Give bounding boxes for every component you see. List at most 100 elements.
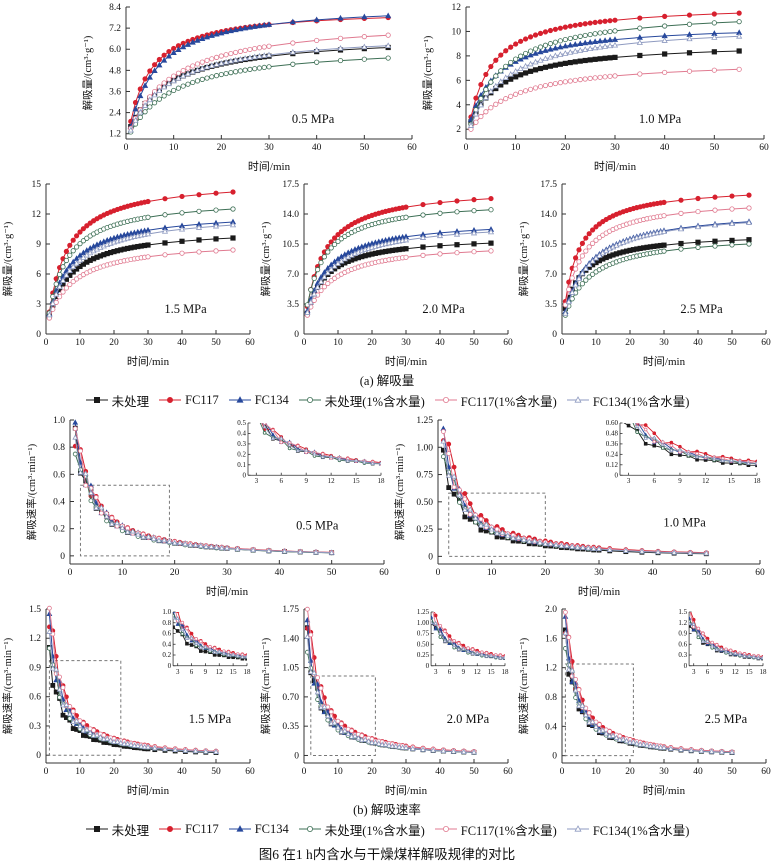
svg-text:时间/min: 时间/min [578, 585, 621, 597]
svg-text:15: 15 [230, 668, 238, 676]
svg-text:6: 6 [280, 477, 284, 485]
svg-text:2.0 MPa: 2.0 MPa [422, 302, 465, 316]
svg-text:3: 3 [176, 668, 180, 676]
svg-text:12: 12 [328, 477, 336, 485]
svg-text:0.12: 0.12 [606, 461, 619, 469]
svg-text:0: 0 [436, 568, 441, 578]
svg-text:50: 50 [469, 338, 479, 348]
svg-text:6: 6 [456, 76, 461, 86]
svg-text:20: 20 [367, 767, 377, 777]
circle-marker-icon [298, 823, 322, 835]
svg-text:40: 40 [435, 767, 445, 777]
svg-text:0.8: 0.8 [162, 619, 171, 627]
svg-text:0: 0 [68, 568, 73, 578]
svg-text:0.3: 0.3 [237, 440, 246, 448]
svg-text:12: 12 [474, 668, 482, 676]
svg-text:时间/min: 时间/min [248, 160, 291, 172]
svg-text:0: 0 [684, 662, 688, 670]
svg-text:2: 2 [456, 125, 461, 135]
svg-text:2.5 MPa: 2.5 MPa [680, 302, 723, 316]
svg-text:3.5: 3.5 [545, 300, 557, 310]
triangle-marker-icon [566, 823, 590, 835]
svg-text:60: 60 [755, 568, 765, 578]
svg-text:50: 50 [211, 338, 221, 348]
svg-text:6.0: 6.0 [109, 45, 121, 55]
svg-text:20: 20 [170, 568, 180, 578]
svg-text:20: 20 [217, 143, 227, 153]
svg-text:1.6: 1.6 [545, 634, 557, 644]
svg-text:10: 10 [591, 338, 601, 348]
svg-text:解吸量/(cm³·g⁻¹): 解吸量/(cm³·g⁻¹) [259, 221, 272, 296]
svg-text:0.4: 0.4 [545, 722, 557, 732]
legend-item-label: FC134 [255, 393, 289, 408]
svg-text:15: 15 [32, 180, 42, 190]
svg-text:1.0 MPa: 1.0 MPa [663, 516, 706, 530]
svg-text:3.6: 3.6 [109, 87, 121, 97]
svg-text:0.3: 0.3 [678, 651, 687, 659]
svg-text:40: 40 [693, 338, 703, 348]
svg-text:10: 10 [487, 568, 497, 578]
svg-text:解吸速率/(cm³·min⁻¹): 解吸速率/(cm³·min⁻¹) [259, 637, 272, 734]
svg-text:40: 40 [177, 338, 187, 348]
svg-text:30: 30 [610, 143, 620, 153]
svg-text:0: 0 [168, 662, 172, 670]
legend-item-label: FC117 [185, 393, 219, 408]
svg-text:20: 20 [625, 338, 635, 348]
svg-text:1.5: 1.5 [678, 608, 687, 616]
svg-text:15: 15 [728, 477, 736, 485]
svg-text:50: 50 [727, 338, 737, 348]
svg-text:40: 40 [312, 143, 322, 153]
legend-item: FC117(1%含水量) [434, 391, 557, 410]
svg-text:0.6: 0.6 [53, 470, 65, 480]
legend-item: 未处理(1%含水量) [298, 820, 425, 839]
svg-text:60: 60 [503, 338, 513, 348]
svg-text:0.8: 0.8 [53, 443, 65, 453]
svg-text:12: 12 [732, 668, 740, 676]
legend-item: 未处理 [85, 391, 150, 410]
svg-text:9: 9 [36, 240, 41, 250]
svg-text:1.2: 1.2 [545, 664, 557, 674]
svg-text:40: 40 [648, 568, 658, 578]
svg-text:1.5 MPa: 1.5 MPa [164, 302, 207, 316]
svg-text:1.5: 1.5 [29, 605, 41, 615]
svg-text:10: 10 [511, 143, 521, 153]
svg-text:1.40: 1.40 [282, 634, 299, 644]
svg-text:15: 15 [353, 477, 361, 485]
svg-text:1.0: 1.0 [53, 416, 65, 426]
svg-text:解吸量/(cm³·g⁻¹): 解吸量/(cm³·g⁻¹) [81, 35, 94, 110]
svg-text:时间/min: 时间/min [643, 784, 686, 796]
svg-text:4.8: 4.8 [109, 66, 121, 76]
svg-text:30: 30 [222, 568, 232, 578]
svg-text:1.05: 1.05 [282, 664, 299, 674]
legend-item: FC117 [158, 822, 219, 837]
legend-item: FC134 [228, 393, 289, 408]
svg-text:14.0: 14.0 [540, 210, 557, 220]
svg-text:0.6: 0.6 [678, 640, 687, 648]
circle-marker-icon [158, 823, 182, 835]
svg-text:6: 6 [36, 270, 41, 280]
svg-text:20: 20 [541, 568, 551, 578]
svg-text:10: 10 [333, 767, 343, 777]
section-a-label: (a) 解吸量 [0, 373, 774, 389]
triangle-marker-icon [228, 823, 252, 835]
svg-text:1.0 MPa: 1.0 MPa [639, 112, 682, 126]
svg-text:12: 12 [702, 477, 710, 485]
svg-text:0.3: 0.3 [29, 722, 41, 732]
svg-text:9: 9 [720, 668, 724, 676]
svg-text:0.4: 0.4 [53, 498, 65, 508]
circle-marker-icon [298, 394, 322, 406]
svg-text:0.8: 0.8 [545, 693, 557, 703]
svg-text:10: 10 [333, 338, 343, 348]
svg-text:0.35: 0.35 [282, 722, 299, 732]
